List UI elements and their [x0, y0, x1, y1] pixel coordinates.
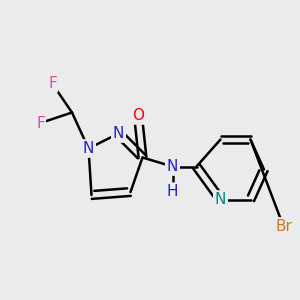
Text: O: O	[132, 108, 144, 123]
Text: H: H	[167, 184, 178, 199]
Text: N: N	[83, 141, 94, 156]
Text: N: N	[113, 126, 124, 141]
Text: N: N	[167, 159, 178, 174]
Text: N: N	[215, 192, 226, 207]
Text: F: F	[48, 76, 57, 92]
Text: F: F	[36, 116, 45, 130]
Text: Br: Br	[275, 219, 292, 234]
